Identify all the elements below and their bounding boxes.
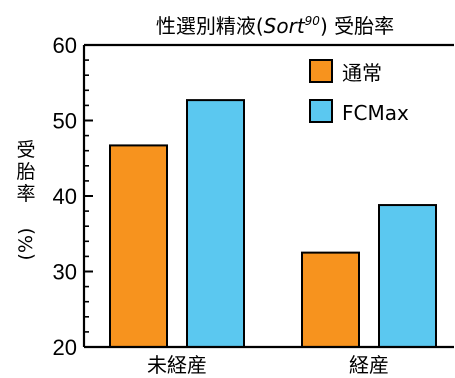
y-tick-label: 20: [53, 335, 77, 360]
bars-group: [109, 99, 437, 348]
y-tick-label: 50: [53, 109, 77, 134]
y-axis-label-unit: (%): [15, 228, 37, 261]
legend-label-normal: 通常: [342, 61, 382, 85]
svg-text:性選別精液(Sort90) 受胎率: 性選別精液(Sort90) 受胎率: [156, 14, 394, 38]
legend-swatch-normal: [309, 59, 333, 83]
title-part-before: 性選別精液(: [156, 14, 264, 38]
y-axis-label-char: 胎: [16, 161, 35, 183]
bar-fcmax-heifer: [186, 99, 245, 348]
y-tick-label: 60: [53, 33, 77, 58]
y-tick-label: 40: [53, 184, 77, 209]
y-axis-label-char: 率: [16, 183, 35, 205]
chart-title: 性選別精液(Sort90) 受胎率: [156, 14, 394, 38]
x-category-label-heifer: 未経産: [147, 353, 207, 377]
axes-group: 20 30 40 50 60: [53, 33, 454, 360]
bar-fcmax-cow: [378, 204, 437, 348]
title-part-sup: 90: [305, 14, 321, 28]
y-tick-label: 30: [53, 260, 77, 285]
title-part-after: ) 受胎率: [320, 14, 394, 38]
x-category-label-cow: 経産: [349, 353, 389, 377]
title-part-italic: Sort: [264, 14, 306, 38]
legend-swatch-fcmax: [309, 99, 333, 123]
y-axis-label: 受胎率 (%): [15, 139, 37, 260]
legend: 通常 FCMax: [309, 59, 409, 125]
x-labels-group: 未経産 経産: [147, 353, 389, 377]
bar-normal-heifer: [109, 144, 168, 348]
legend-label-fcmax: FCMax: [342, 101, 409, 125]
bar-normal-cow: [301, 251, 360, 348]
y-axis-label-char: 受: [16, 139, 35, 161]
